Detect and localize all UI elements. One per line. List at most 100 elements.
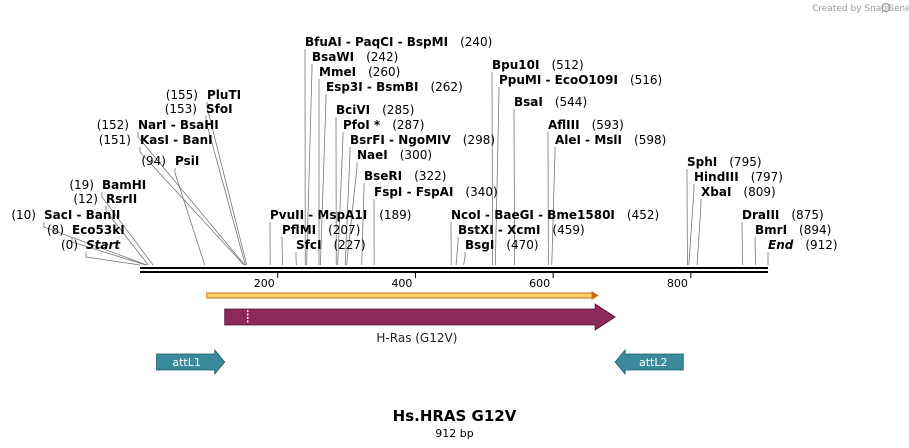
site-fspi-fspai[interactable]: FspI - FspAI (340) xyxy=(374,185,498,199)
site-nari-bsahi[interactable]: (152) NarI - BsaHI xyxy=(97,118,219,132)
site-name: PluTI xyxy=(207,88,241,102)
site-position: (10) xyxy=(11,208,36,222)
site-name: SfoI xyxy=(206,102,233,116)
connector-pfoi xyxy=(337,132,344,266)
ruler-tick-label: 600 xyxy=(529,277,550,290)
site-bsrfi-ngomiv[interactable]: BsrFI - NgoMIV (298) xyxy=(350,133,495,147)
site-position: (242) xyxy=(366,50,398,64)
site-pluti[interactable]: (155) PluTI xyxy=(166,88,241,102)
attl2-label: attL2 xyxy=(639,356,668,369)
attl1-arrow[interactable]: attL1 xyxy=(156,348,226,376)
connector-naei xyxy=(346,162,358,266)
site-bsgi[interactable]: BsgI (470) xyxy=(465,238,539,252)
site-position: (0) xyxy=(61,238,78,252)
site-position: (797) xyxy=(751,170,783,184)
site-name: BmrI xyxy=(755,223,787,237)
site-name: AflIII xyxy=(548,118,580,132)
site-bamhi[interactable]: (19) BamHI xyxy=(69,178,146,192)
site-end[interactable]: End (912) xyxy=(768,238,838,252)
site-bsawi[interactable]: BsaWI (242) xyxy=(312,50,398,64)
site-esp3i-bsmbi[interactable]: Esp3I - BsmBI (262) xyxy=(326,80,463,94)
site-ncoi-baegi-bme1580i[interactable]: NcoI - BaeGI - Bme1580I (452) xyxy=(451,208,659,222)
site-position: (19) xyxy=(69,178,94,192)
connector-bseri xyxy=(361,183,365,266)
site-position: (593) xyxy=(592,118,624,132)
site-sfoi[interactable]: (153) SfoI xyxy=(165,102,233,116)
site-mmei[interactable]: MmeI (260) xyxy=(319,65,400,79)
ruler-tick-label: 200 xyxy=(254,277,275,290)
site-position: (512) xyxy=(551,58,583,72)
site-name: NaeI xyxy=(357,148,388,162)
orf-arrowhead xyxy=(591,291,599,300)
site-position: (285) xyxy=(382,103,414,117)
map-subtitle: 912 bp xyxy=(435,427,473,440)
site-position: (894) xyxy=(799,223,831,237)
connector-bmri xyxy=(754,237,757,266)
attl2-body xyxy=(614,348,684,376)
site-sphi[interactable]: SphI (795) xyxy=(687,155,762,169)
site-sfci[interactable]: SfcI (227) xyxy=(296,238,366,252)
site-name: NcoI - BaeGI - Bme1580I xyxy=(451,208,615,222)
site-bpu10i[interactable]: Bpu10I (512) xyxy=(492,58,584,72)
site-bseri[interactable]: BseRI (322) xyxy=(364,169,446,183)
credit-group: Created by SnapGene xyxy=(812,2,909,14)
site-position: (516) xyxy=(630,73,662,87)
site-rsrii[interactable]: (12) RsrII xyxy=(73,192,137,206)
site-eco53ki[interactable]: (8) Eco53kI xyxy=(47,223,125,237)
site-position: (322) xyxy=(414,169,446,183)
cds-arrow[interactable]: H-Ras (G12V) xyxy=(224,303,616,345)
connector-bsai xyxy=(513,109,515,266)
site-draiii[interactable]: DraIII (875) xyxy=(742,208,824,222)
site-position: (227) xyxy=(333,238,365,252)
site-position: (470) xyxy=(506,238,538,252)
site-name: XbaI xyxy=(701,185,731,199)
connector-hindiii xyxy=(688,184,695,266)
site-position: (8) xyxy=(47,223,64,237)
site-hindiii[interactable]: HindIII (797) xyxy=(694,170,783,184)
site-position: (287) xyxy=(392,118,424,132)
site-position: (240) xyxy=(460,35,492,49)
site-bsai[interactable]: BsaI (544) xyxy=(514,95,587,109)
site-position: (340) xyxy=(465,185,497,199)
site-pflmi[interactable]: PflMI (207) xyxy=(282,223,360,237)
site-position: (207) xyxy=(328,223,360,237)
site-name: BciVI xyxy=(336,103,370,117)
site-position: (151) xyxy=(99,133,131,147)
site-kasi-bani[interactable]: (151) KasI - BanI xyxy=(99,133,213,147)
site-bfuai-paqci-bspmi[interactable]: BfuAI - PaqCI - BspMI (240) xyxy=(305,35,492,49)
site-bmri[interactable]: BmrI (894) xyxy=(755,223,831,237)
site-naei[interactable]: NaeI (300) xyxy=(357,148,432,162)
site-name: AleI - MslI xyxy=(555,133,622,147)
site-psii[interactable]: (94) PsiI xyxy=(141,154,199,168)
site-saci-banii[interactable]: (10) SacI - BanII xyxy=(11,208,120,222)
site-bcivi[interactable]: BciVI (285) xyxy=(336,103,414,117)
site-position: (152) xyxy=(97,118,129,132)
site-start[interactable]: (0) Start xyxy=(61,238,121,252)
connector-bpu10i xyxy=(491,72,493,266)
site-alei-msli[interactable]: AleI - MslI (598) xyxy=(555,133,666,147)
site-name: DraIII xyxy=(742,208,779,222)
site-name: Bpu10I xyxy=(492,58,539,72)
site-name: FspI - FspAI xyxy=(374,185,453,199)
site-labels: (0) Start (8) Eco53kI (10) SacI - BanII (12) Rs… xyxy=(11,35,837,252)
attl2-arrow[interactable]: attL2 xyxy=(614,348,684,376)
connector-bsawi xyxy=(306,64,313,266)
orf-body xyxy=(206,292,594,299)
site-name: BsaWI xyxy=(312,50,354,64)
site-xbai[interactable]: XbaI (809) xyxy=(701,185,776,199)
connector-pluti xyxy=(206,102,248,266)
credit-text: Created by SnapGene xyxy=(812,4,909,14)
site-pvuii-mspa1i[interactable]: PvuII - MspA1I (189) xyxy=(270,208,411,222)
site-pfoi[interactable]: PfoI * (287) xyxy=(343,118,424,132)
site-bstxi-xcmi[interactable]: BstXI - XcmI (459) xyxy=(458,223,585,237)
features[interactable]: H-Ras (G12V) attL1 attL2 xyxy=(156,291,684,376)
site-ppumi-ecoo109i[interactable]: PpuMI - EcoO109I (516) xyxy=(499,73,662,87)
site-name: RsrII xyxy=(106,192,137,206)
site-afliii[interactable]: AflIII (593) xyxy=(548,118,624,132)
orf-arrow[interactable] xyxy=(206,291,599,300)
site-name: BsaI xyxy=(514,95,543,109)
site-name: PvuII - MspA1I xyxy=(270,208,367,222)
connector-sfoi xyxy=(205,116,246,266)
site-name: SacI - BanII xyxy=(44,208,120,222)
site-name: MmeI xyxy=(319,65,356,79)
